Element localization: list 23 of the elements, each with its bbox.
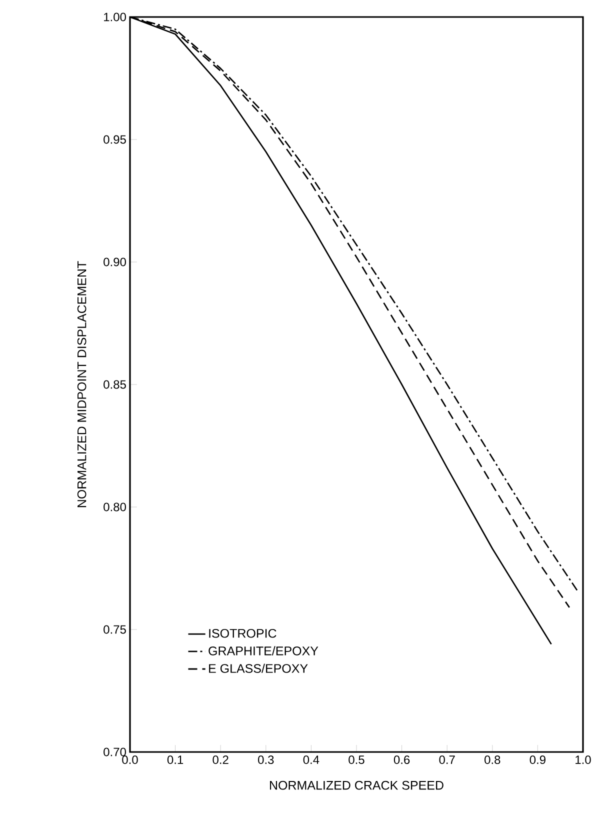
y-tick-label: 0.95 [104, 135, 126, 144]
x-tick-label: 0.1 [167, 756, 184, 764]
legend-label: ISOTROPIC [209, 628, 276, 638]
y-tick-label: 1.00 [104, 12, 126, 22]
x-tick-label: 0.8 [484, 756, 500, 764]
x-tick-label: 0.7 [439, 756, 455, 764]
legend-label: E GLASS/EPOXY [209, 664, 308, 673]
legend-label: GRAPHITE/EPOXY [208, 646, 318, 656]
y-axis-title: NORMALIZED MIDPOINT DISPLACEMENT [77, 261, 86, 508]
x-tick-label: 0.5 [348, 756, 364, 764]
y-tick-label: 0.85 [104, 380, 126, 389]
y-tick-label: 0.80 [104, 502, 126, 512]
x-tick-label: 0.2 [212, 756, 228, 764]
x-tick-label: 0.3 [258, 756, 274, 764]
y-tick-label: 0.90 [104, 258, 126, 266]
x-axis-title: NORMALIZED CRACK SPEED [270, 780, 444, 790]
y-tick-label: 0.75 [104, 625, 126, 634]
x-tick-label: 0.4 [303, 756, 320, 764]
x-tick-label: 1.0 [576, 756, 591, 764]
x-tick-label: 0.0 [122, 756, 138, 764]
x-tick-label: 0.6 [394, 756, 410, 764]
x-tick-label: 0.9 [530, 756, 546, 764]
y-tick-label: 0.70 [104, 748, 126, 756]
